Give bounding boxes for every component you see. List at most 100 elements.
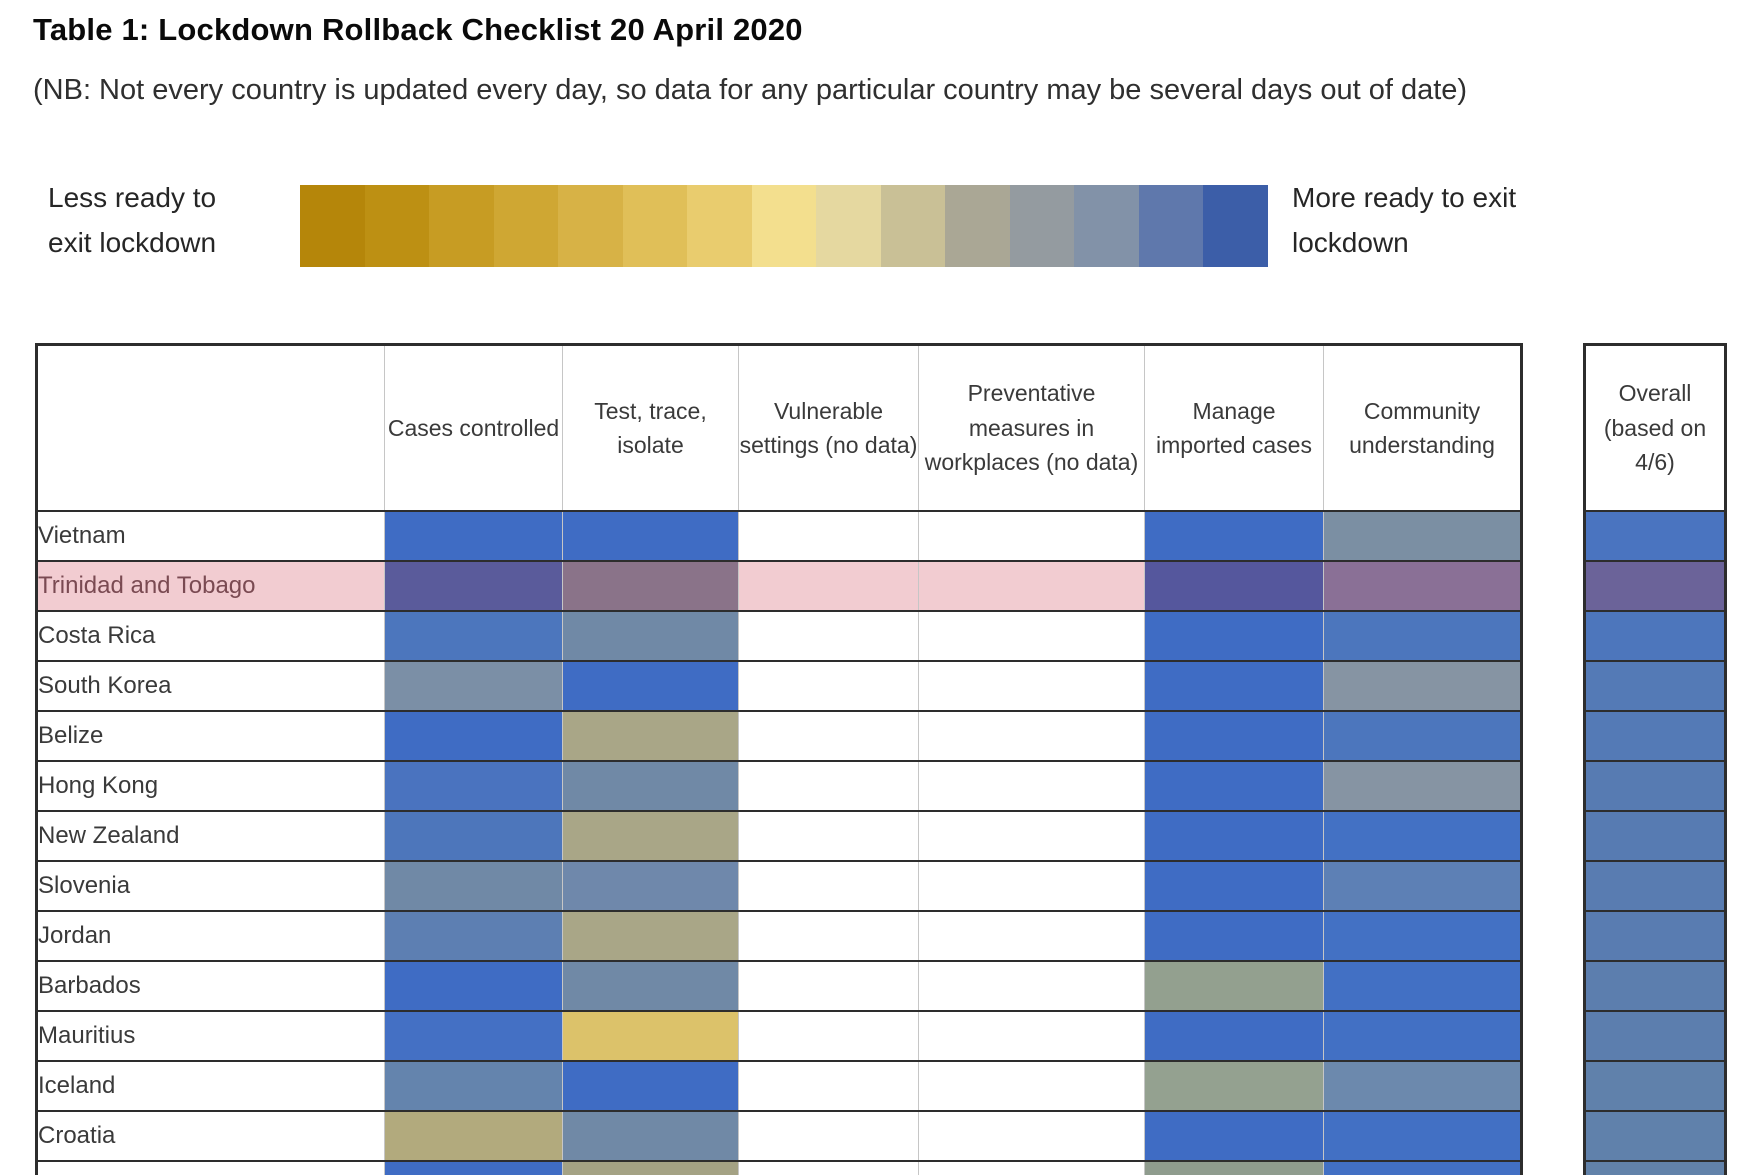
gradient-segment: [300, 185, 365, 267]
gradient-segment: [1074, 185, 1139, 267]
overall-cell: [1584, 860, 1726, 912]
score-cell-community: [1323, 810, 1522, 862]
overall-row: [1584, 1060, 1726, 1112]
country-cell: Trinidad and Tobago: [36, 560, 385, 612]
score-cell-test: [562, 810, 739, 862]
score-cell-community: [1323, 660, 1522, 712]
score-cell-test: [562, 760, 739, 812]
header-row: Cases controlled Test, trace, isolate Vuln…: [36, 343, 1522, 512]
score-cell-community: [1323, 1110, 1522, 1162]
score-cell-community: [1323, 910, 1522, 962]
score-cell-preventative: [918, 510, 1145, 562]
score-cell-preventative: [918, 960, 1145, 1012]
legend-right-label: More ready to exit lockdown: [1292, 182, 1517, 259]
overall-row: [1584, 510, 1726, 562]
score-cell-test: [562, 610, 739, 662]
score-cell-vulnerable: [738, 1010, 919, 1062]
overall-row: [1584, 810, 1726, 862]
overall-cell: [1584, 1010, 1726, 1062]
country-cell: [36, 1160, 385, 1175]
table-row: Vietnam: [36, 510, 1522, 562]
score-cell-cases: [384, 510, 563, 562]
country-cell: Jordan: [36, 910, 385, 962]
score-cell-cases: [384, 610, 563, 662]
score-cell-manage: [1144, 810, 1324, 862]
gradient-segment: [687, 185, 752, 267]
table-row: South Korea: [36, 660, 1522, 712]
score-cell-cases: [384, 810, 563, 862]
table-row: Iceland: [36, 1060, 1522, 1112]
country-cell: Barbados: [36, 960, 385, 1012]
table-row: Jordan: [36, 910, 1522, 962]
gradient-segment: [622, 185, 688, 267]
table-row: New Zealand: [36, 810, 1522, 862]
column-header: Vulnerable settings (no data): [738, 343, 919, 512]
legend-left-label: Less ready to exit lockdown: [48, 182, 217, 259]
table-row: [36, 1160, 1522, 1175]
score-cell-preventative: [918, 710, 1145, 762]
overall-cell: [1584, 760, 1726, 812]
column-header: Test, trace, isolate: [562, 343, 739, 512]
country-cell: Costa Rica: [36, 610, 385, 662]
score-cell-vulnerable: [738, 710, 919, 762]
score-cell-vulnerable: [738, 610, 919, 662]
score-cell-test: [562, 1160, 739, 1175]
score-cell-test: [562, 710, 739, 762]
score-cell-community: [1323, 610, 1522, 662]
gradient-segment: [816, 185, 881, 267]
score-cell-community: [1323, 710, 1522, 762]
score-cell-vulnerable: [738, 960, 919, 1012]
score-cell-cases: [384, 1010, 563, 1062]
score-cell-vulnerable: [738, 510, 919, 562]
table-row: Hong Kong: [36, 760, 1522, 812]
country-cell: Vietnam: [36, 510, 385, 562]
table-row: Barbados: [36, 960, 1522, 1012]
score-cell-manage: [1144, 960, 1324, 1012]
score-cell-manage: [1144, 660, 1324, 712]
country-cell: South Korea: [36, 660, 385, 712]
overall-row: [1584, 910, 1726, 962]
overall-row: [1584, 1160, 1726, 1175]
column-header: Manage imported cases: [1144, 343, 1324, 512]
gradient-segment: [751, 185, 817, 267]
score-cell-vulnerable: [738, 860, 919, 912]
column-header: Community understanding: [1323, 343, 1522, 512]
score-cell-preventative: [918, 1160, 1145, 1175]
score-cell-preventative: [918, 1010, 1145, 1062]
score-cell-test: [562, 510, 739, 562]
score-cell-community: [1323, 960, 1522, 1012]
score-cell-vulnerable: [738, 910, 919, 962]
score-cell-manage: [1144, 710, 1324, 762]
note-text: (NB: Not every country is updated every …: [33, 74, 1468, 106]
table-row: Belize: [36, 710, 1522, 762]
overall-row: [1584, 1010, 1726, 1062]
overall-cell: [1584, 560, 1726, 612]
overall-row: [1584, 610, 1726, 662]
overall-row: [1584, 660, 1726, 712]
country-cell: Croatia: [36, 1110, 385, 1162]
overall-cell: [1584, 1110, 1726, 1162]
score-cell-manage: [1144, 1160, 1324, 1175]
overall-column-header: Overall (based on 4/6): [1584, 343, 1726, 512]
overall-row: [1584, 560, 1726, 612]
score-cell-vulnerable: [738, 1160, 919, 1175]
score-cell-cases: [384, 960, 563, 1012]
gradient-bar: [300, 185, 1268, 267]
country-cell: New Zealand: [36, 810, 385, 862]
score-cell-vulnerable: [738, 660, 919, 712]
table-row: Costa Rica: [36, 610, 1522, 662]
country-cell: Belize: [36, 710, 385, 762]
gradient-segment: [1009, 185, 1075, 267]
column-header: Preventative measures in workplaces (no …: [918, 343, 1145, 512]
score-cell-test: [562, 560, 739, 612]
overall-row: [1584, 960, 1726, 1012]
country-cell: Iceland: [36, 1060, 385, 1112]
score-cell-test: [562, 1110, 739, 1162]
score-cell-preventative: [918, 1110, 1145, 1162]
overall-table-body: [1584, 510, 1726, 1175]
gradient-segment: [945, 185, 1010, 267]
gradient-segment: [880, 185, 946, 267]
table-row: Mauritius: [36, 1010, 1522, 1062]
score-cell-community: [1323, 760, 1522, 812]
